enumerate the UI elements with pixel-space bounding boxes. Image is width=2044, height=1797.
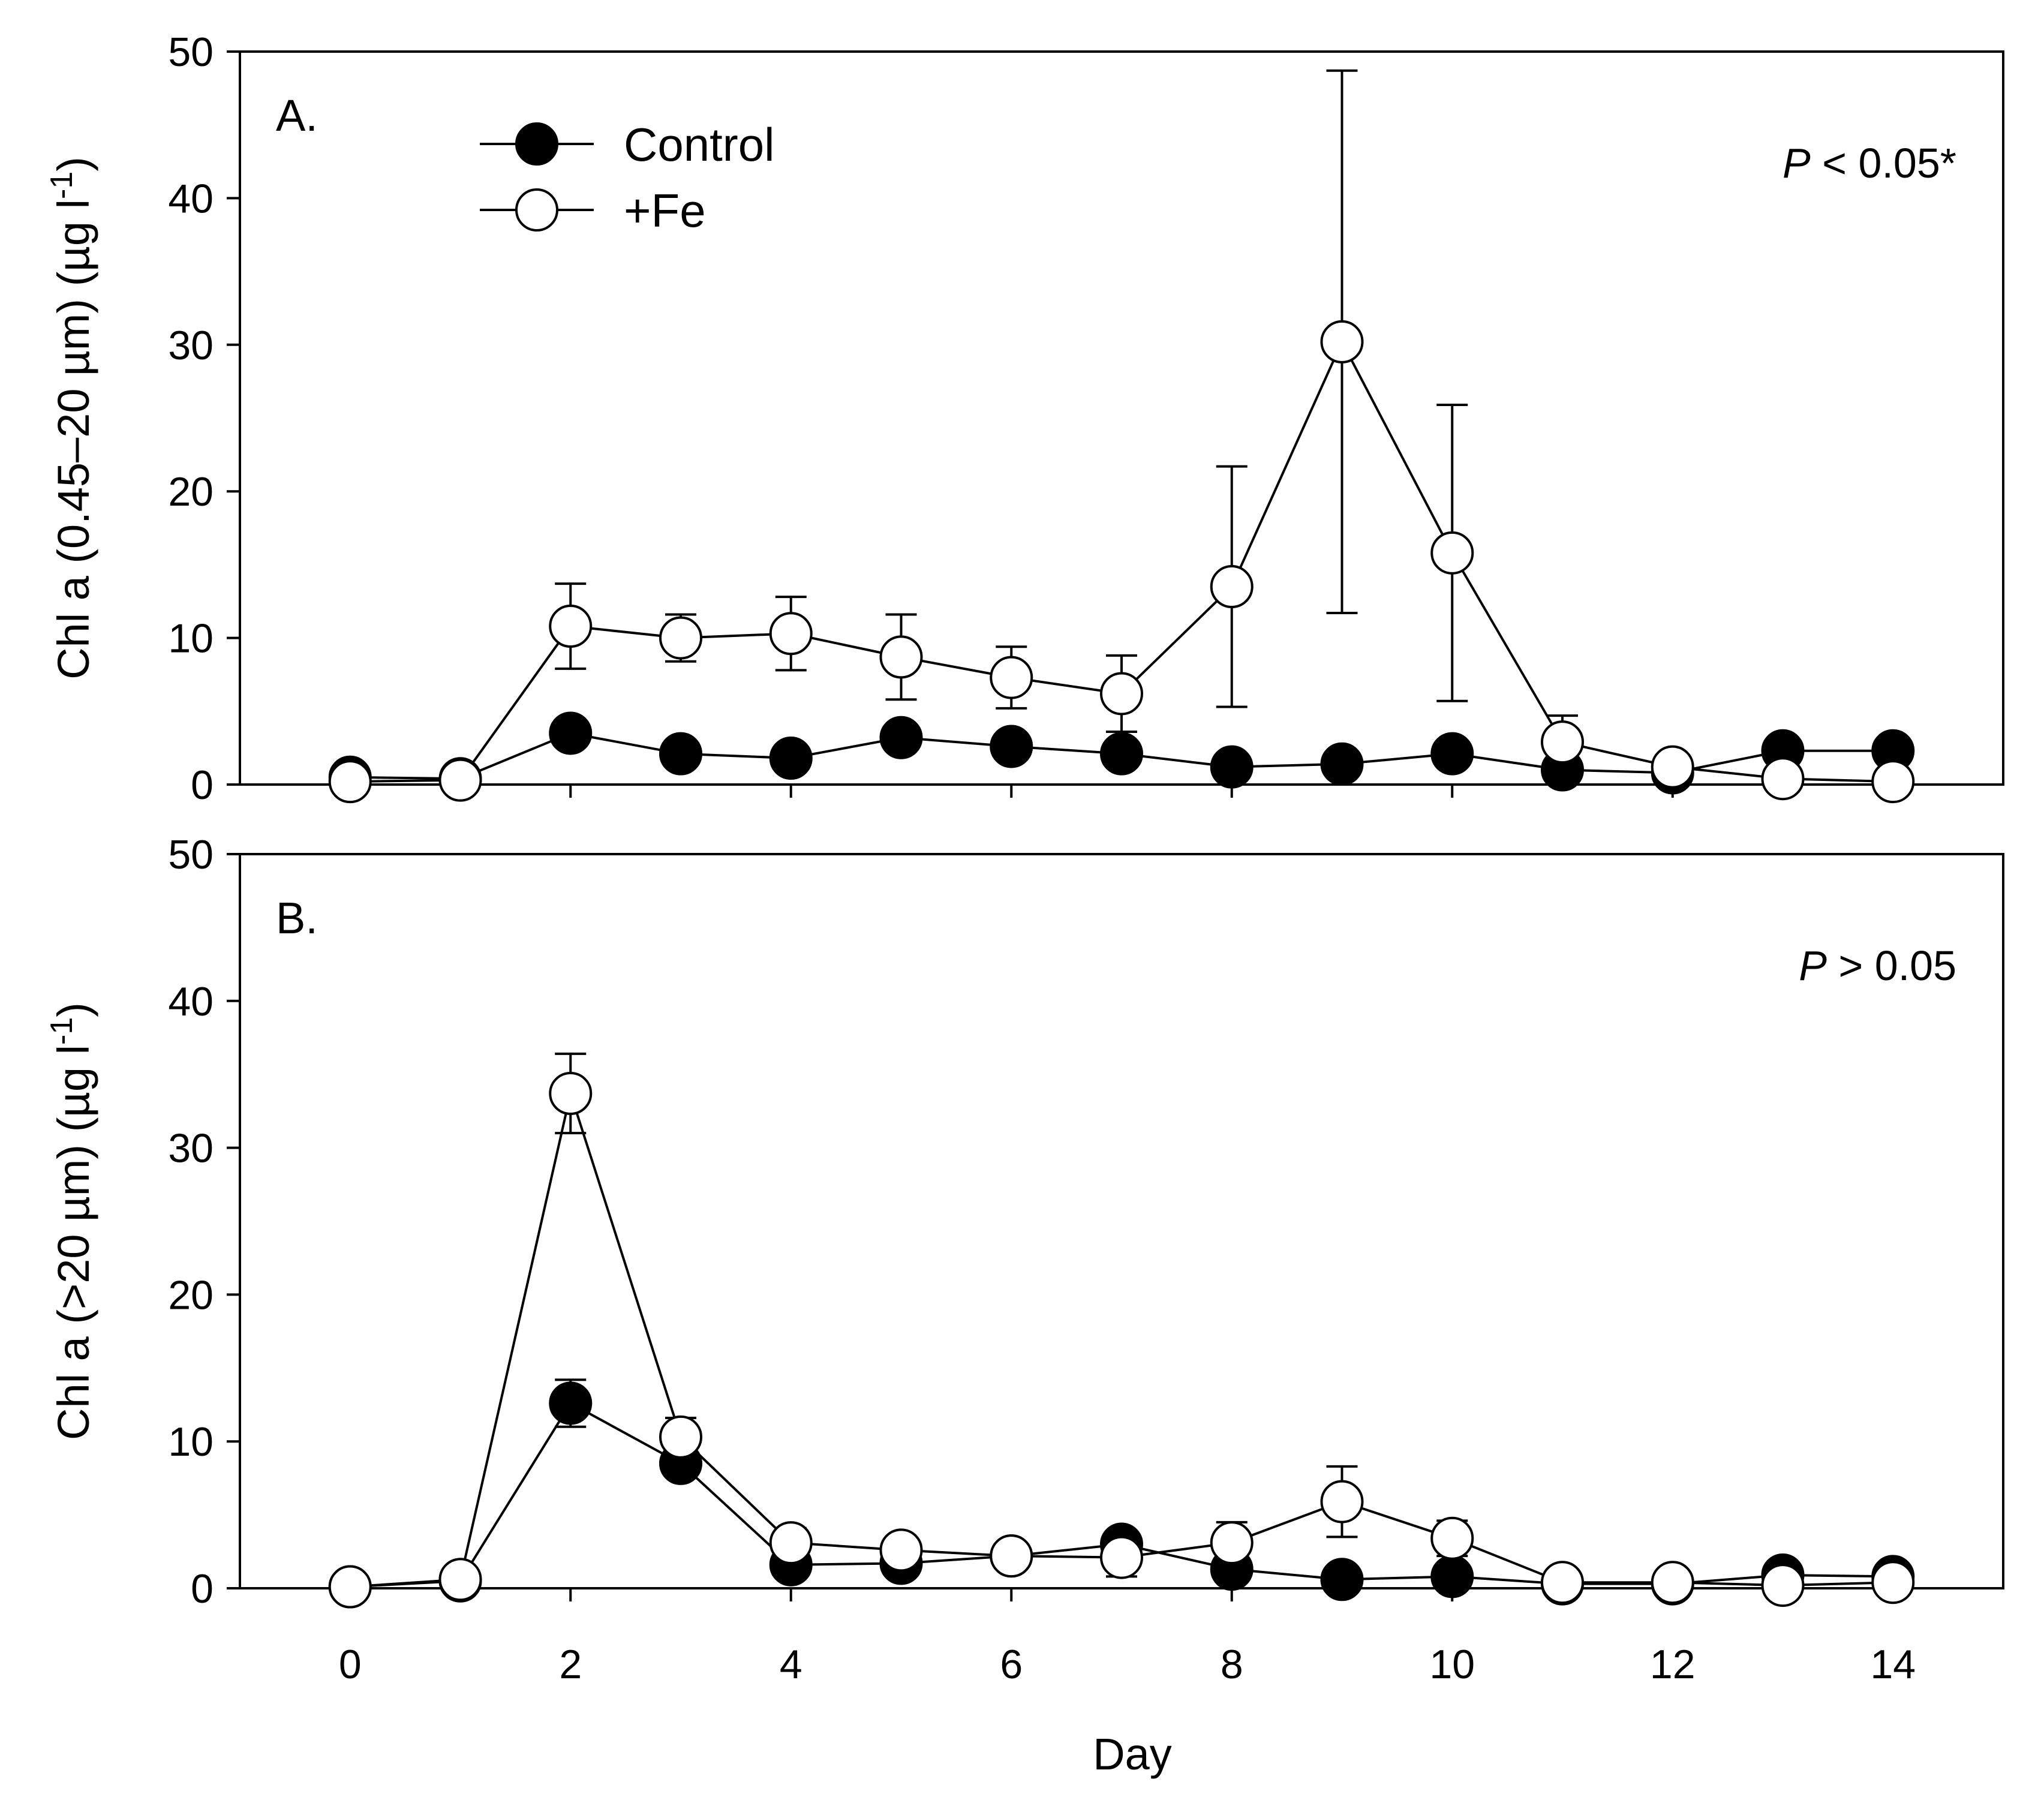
data-point-fe [1430, 531, 1474, 575]
y-axis-title-sup: -1 [44, 172, 79, 199]
data-point-fe [1320, 1480, 1364, 1523]
x-axis-title: Day [1093, 1729, 1172, 1779]
data-point-control [879, 716, 923, 759]
data-point-fe [990, 1534, 1033, 1578]
legend-label: Control [624, 118, 774, 171]
data-point-control [549, 1381, 593, 1425]
y-tick-label: 40 [168, 979, 214, 1024]
panel-label: A. [276, 91, 318, 140]
y-tick-label: 40 [168, 176, 214, 221]
data-point-control [1320, 1558, 1364, 1601]
y-axis-title-sup: -1 [44, 1017, 79, 1045]
y-axis-title-close: ) [49, 1002, 98, 1017]
data-point-fe [1761, 757, 1805, 801]
data-point-fe [438, 758, 482, 802]
legend: Control +Fe [480, 118, 774, 237]
data-point-fe [328, 760, 372, 804]
y-tick-label: 10 [168, 616, 214, 662]
panel-label: B. [276, 893, 318, 943]
data-point-control [1100, 732, 1143, 776]
data-point-fe [549, 1072, 593, 1116]
data-point-fe [769, 612, 813, 656]
y-tick-label: 0 [191, 762, 214, 808]
data-point-fe [1320, 320, 1364, 363]
data-point-fe [1541, 1561, 1584, 1604]
data-point-fe [1210, 565, 1254, 609]
data-point-fe [659, 1415, 702, 1459]
x-tick-label: 0 [339, 1642, 362, 1687]
plot-frame [239, 853, 2004, 1589]
y-axis-title-main: Chl a (>20 µm) (µg l [49, 1045, 98, 1440]
y-tick-label: 30 [168, 323, 214, 368]
data-point-control [1320, 742, 1364, 786]
data-point-fe [990, 656, 1033, 699]
panel-a: 0 10 20 30 40 50 Chl a (0.45–20 µm) (µg l-1) A.… [44, 29, 2004, 808]
p-value-text: > 0.05 [1827, 942, 1956, 989]
x-tick-label: 8 [1221, 1642, 1243, 1687]
data-point-fe [1651, 745, 1694, 789]
data-point-fe [549, 605, 593, 648]
y-tick-label: 20 [168, 1272, 214, 1318]
y-axis-title: Chl a (>20 µm) (µg l-1) [44, 1002, 98, 1440]
data-point-fe [659, 616, 702, 660]
data-point-fe [1871, 760, 1915, 804]
x-tick-label: 2 [559, 1642, 582, 1687]
y-axis-title: Chl a (0.45–20 µm) (µg l-1) [44, 157, 98, 680]
y-tick-label: 10 [168, 1419, 214, 1465]
y-tick-label: 50 [168, 29, 214, 75]
data-point-fe [879, 1528, 923, 1572]
p-value-symbol: P [1799, 942, 1827, 989]
x-tick-label: 12 [1650, 1642, 1696, 1687]
data-point-control [990, 725, 1033, 768]
data-point-control [659, 732, 702, 776]
data-point-control [1430, 732, 1474, 776]
y-tick-label: 20 [168, 469, 214, 515]
legend-marker-fe [515, 188, 558, 232]
data-point-fe [1100, 1535, 1143, 1579]
legend-label: +Fe [624, 184, 706, 237]
plot-frame [239, 50, 2004, 786]
x-tick-label: 4 [780, 1642, 802, 1687]
data-point-fe [1541, 720, 1584, 764]
x-tick-label: 14 [1870, 1642, 1916, 1687]
data-point-fe [328, 1565, 372, 1609]
legend-marker-control [515, 122, 558, 166]
data-point-fe [1100, 672, 1143, 716]
y-axis-title-close: ) [49, 157, 98, 172]
p-value: P > 0.05 [1799, 942, 1956, 989]
y-axis-title-main: Chl a (0.45–20 µm) (µg l [49, 199, 98, 680]
p-value-symbol: P [1783, 140, 1811, 187]
data-point-fe [1210, 1521, 1254, 1565]
panel-b: 0 10 20 30 40 50 0 2 4 6 8 10 12 14 Chl a (>20 µm) (µg… [44, 832, 2004, 1687]
data-point-control [769, 737, 813, 780]
data-point-fe [879, 635, 923, 679]
data-point-fe [1430, 1516, 1474, 1560]
data-point-fe [1871, 1561, 1915, 1604]
data-point-fe [1761, 1564, 1805, 1607]
data-point-control [1210, 745, 1254, 789]
data-point-control [1430, 1555, 1474, 1598]
series-line-fe [350, 1089, 1893, 1588]
p-value: P < 0.05* [1783, 140, 1956, 187]
data-point-fe [769, 1521, 813, 1565]
data-point-control [549, 711, 593, 755]
data-point-fe [438, 1558, 482, 1601]
data-point-fe [1651, 1561, 1694, 1604]
y-tick-label: 0 [191, 1566, 214, 1612]
y-tick-label: 50 [168, 832, 214, 878]
p-value-text: < 0.05* [1811, 140, 1956, 187]
y-tick-label: 30 [168, 1126, 214, 1171]
x-tick-label: 10 [1429, 1642, 1475, 1687]
x-tick-label: 6 [1000, 1642, 1023, 1687]
